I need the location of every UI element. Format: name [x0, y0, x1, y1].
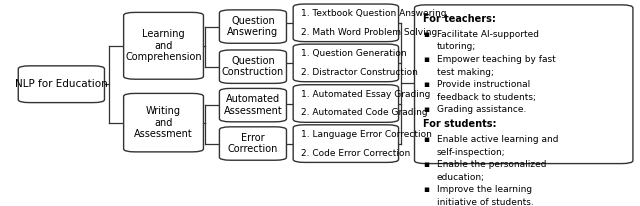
Text: 1. Question Generation: 1. Question Generation [301, 49, 406, 58]
FancyBboxPatch shape [293, 4, 399, 42]
Text: ▪: ▪ [423, 105, 429, 114]
Text: ▪: ▪ [423, 185, 429, 194]
Text: ▪: ▪ [423, 135, 429, 144]
Text: Grading assistance.: Grading assistance. [437, 105, 526, 114]
Text: 1. Language Error Correction: 1. Language Error Correction [301, 130, 432, 139]
FancyBboxPatch shape [124, 12, 204, 79]
Text: 1. Automated Essay Grading: 1. Automated Essay Grading [301, 90, 430, 99]
Text: ▪: ▪ [423, 160, 429, 169]
Text: Question
Construction: Question Construction [222, 56, 284, 77]
Text: NLP for Education: NLP for Education [15, 79, 108, 89]
Text: Enable active learning and: Enable active learning and [437, 135, 558, 144]
FancyBboxPatch shape [293, 85, 399, 122]
Text: Learning
and
Comprehension: Learning and Comprehension [125, 29, 202, 62]
Text: Provide instructional: Provide instructional [437, 80, 530, 89]
Text: ▪: ▪ [423, 30, 429, 39]
Text: 2. Distractor Construction: 2. Distractor Construction [301, 68, 418, 77]
FancyBboxPatch shape [415, 5, 633, 164]
Text: Empower teaching by fast: Empower teaching by fast [437, 55, 556, 64]
Text: test making;: test making; [437, 68, 493, 76]
Text: Error
Correction: Error Correction [228, 133, 278, 154]
FancyBboxPatch shape [124, 93, 204, 152]
FancyBboxPatch shape [19, 66, 104, 103]
FancyBboxPatch shape [293, 44, 399, 82]
Text: tutoring;: tutoring; [437, 42, 476, 52]
Text: self-inspection;: self-inspection; [437, 148, 506, 157]
Text: Improve the learning: Improve the learning [437, 185, 532, 194]
Text: initiative of students.: initiative of students. [437, 198, 534, 206]
Text: 2. Automated Code Grading: 2. Automated Code Grading [301, 108, 428, 117]
Text: 2. Math Word Problem Solving: 2. Math Word Problem Solving [301, 28, 437, 37]
Text: Writing
and
Assessment: Writing and Assessment [134, 106, 193, 139]
Text: Question
Answering: Question Answering [227, 16, 278, 37]
Text: 1. Textbook Question Answering: 1. Textbook Question Answering [301, 9, 446, 18]
Text: Enable the personalized: Enable the personalized [437, 160, 547, 169]
Text: Automated
Assessment: Automated Assessment [223, 94, 282, 116]
FancyBboxPatch shape [220, 10, 287, 43]
FancyBboxPatch shape [220, 127, 287, 160]
Text: ▪: ▪ [423, 55, 429, 64]
Text: ▪: ▪ [423, 80, 429, 89]
Text: For teachers:: For teachers: [423, 14, 496, 24]
Text: 2. Code Error Correction: 2. Code Error Correction [301, 149, 410, 158]
FancyBboxPatch shape [220, 50, 287, 83]
FancyBboxPatch shape [220, 88, 287, 122]
Text: Facilitate AI-supported: Facilitate AI-supported [437, 30, 539, 39]
Text: For students:: For students: [423, 119, 496, 129]
FancyBboxPatch shape [293, 125, 399, 162]
Text: education;: education; [437, 173, 485, 182]
Text: feedback to students;: feedback to students; [437, 92, 536, 102]
